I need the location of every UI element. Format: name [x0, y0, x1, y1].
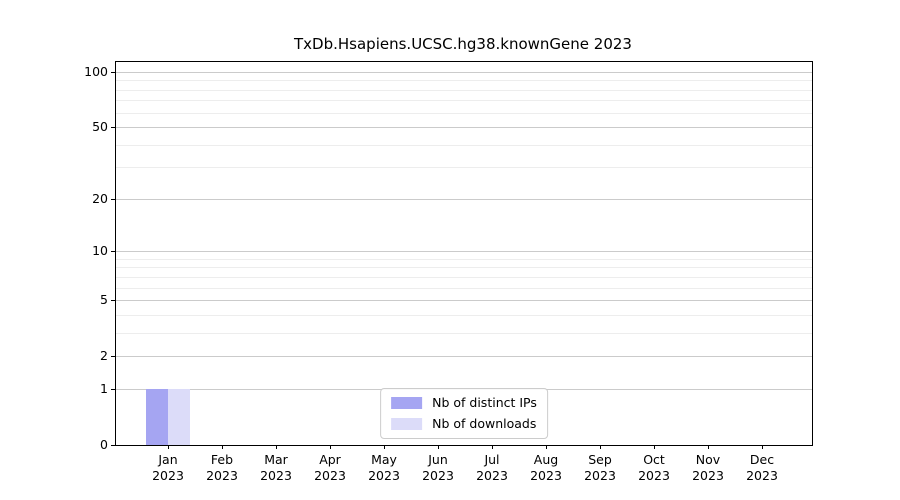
x-tick-label: Aug 2023 [516, 452, 576, 484]
y-tick-mark [111, 127, 116, 129]
chart-title: TxDb.Hsapiens.UCSC.hg38.knownGene 2023 [294, 35, 632, 53]
x-tick-month: May [371, 452, 397, 467]
x-tick-month: Jul [484, 452, 500, 467]
x-tick-label: Sep 2023 [570, 452, 630, 484]
y-tick-label: 20 [92, 190, 108, 206]
y-gridline-minor [116, 332, 812, 334]
x-tick-label: May 2023 [354, 452, 414, 484]
x-tick-year: 2023 [152, 468, 184, 483]
y-gridline-major [116, 127, 812, 128]
y-gridline-major [116, 356, 812, 358]
y-tick-mark [111, 388, 116, 391]
legend: Nb of distinct IPs Nb of downloads [380, 388, 548, 439]
x-tick-mark [545, 445, 547, 449]
x-tick-mark [599, 445, 601, 449]
y-tick-mark [111, 71, 116, 74]
x-tick-month: Jun [428, 452, 448, 467]
y-tick-mark [111, 356, 116, 358]
y-gridline-minor [116, 89, 812, 91]
y-gridline-minor [116, 112, 812, 114]
y-tick-label: 0 [100, 437, 108, 452]
x-tick-month: Dec [749, 452, 775, 467]
x-tick-year: 2023 [206, 468, 238, 483]
y-tick-mark [111, 251, 116, 253]
x-tick-mark [437, 445, 439, 449]
x-tick-year: 2023 [584, 468, 616, 483]
x-tick-mark [653, 445, 655, 449]
legend-swatch [391, 397, 423, 409]
x-tick-label: Jul 2023 [462, 452, 522, 484]
x-tick-mark [491, 445, 493, 449]
bar-downloads [168, 388, 190, 445]
y-tick-mark [111, 198, 116, 201]
x-tick-year: 2023 [692, 468, 724, 483]
x-tick-mark [167, 445, 169, 449]
x-tick-label: Nov 2023 [678, 452, 738, 484]
y-gridline-major [116, 71, 812, 73]
y-gridline-minor [116, 276, 812, 278]
y-gridline-minor [116, 267, 812, 269]
x-tick-mark [329, 445, 331, 449]
x-tick-month: Oct [643, 452, 665, 467]
x-tick-label: Jan 2023 [138, 452, 198, 484]
x-tick-year: 2023 [314, 468, 346, 483]
x-tick-mark [761, 445, 763, 449]
y-gridline-minor [116, 144, 812, 146]
y-tick-mark [111, 445, 116, 447]
x-tick-mark [707, 445, 709, 449]
x-tick-label: Oct 2023 [624, 452, 684, 484]
x-tick-year: 2023 [476, 468, 508, 483]
y-gridline-minor [116, 287, 812, 289]
y-tick-label: 50 [92, 119, 108, 134]
plot-area: 0 1 2 5 10 20 50 100 Jan 2023 Feb 2023 Mar 2023 Apr 202… [84, 61, 813, 483]
x-tick-year: 2023 [530, 468, 562, 483]
x-tick-label: Apr 2023 [300, 452, 360, 484]
bar-distinct-ips [146, 388, 168, 445]
legend-entry: Nb of distinct IPs [391, 396, 537, 410]
y-tick-mark [111, 300, 116, 302]
x-tick-mark [275, 445, 277, 449]
x-tick-month: Nov [695, 452, 721, 467]
x-tick-year: 2023 [260, 468, 292, 483]
x-tick-month: Jan [158, 452, 178, 467]
y-tick-label: 5 [100, 292, 108, 308]
y-tick-label: 100 [84, 63, 108, 79]
y-gridline-minor [116, 167, 812, 169]
y-gridline-major [116, 251, 812, 253]
x-tick-mark [221, 445, 223, 449]
y-gridline-minor [116, 258, 812, 260]
legend-entry: Nb of downloads [391, 417, 537, 431]
y-tick-label: 1 [100, 380, 108, 396]
legend-swatch [391, 418, 423, 430]
y-gridline-major [116, 198, 812, 200]
x-tick-month: Feb [210, 452, 234, 467]
x-tick-month: Apr [319, 452, 341, 467]
y-gridline-minor [116, 314, 812, 316]
y-gridline-minor [116, 80, 812, 82]
x-tick-year: 2023 [746, 468, 778, 483]
x-tick-label: Feb 2023 [192, 452, 252, 484]
x-tick-year: 2023 [368, 468, 400, 483]
legend-label: Nb of distinct IPs [432, 395, 537, 410]
x-tick-month: Sep [588, 452, 612, 467]
y-gridline-minor [116, 100, 812, 102]
x-tick-label: Jun 2023 [408, 452, 468, 484]
x-tick-year: 2023 [638, 468, 670, 483]
y-gridline-major [116, 300, 812, 302]
x-tick-year: 2023 [422, 468, 454, 483]
x-tick-mark [383, 445, 385, 449]
x-tick-label: Mar 2023 [246, 452, 306, 484]
x-tick-month: Aug [533, 452, 559, 467]
legend-label: Nb of downloads [432, 416, 537, 431]
y-tick-label: 10 [92, 243, 108, 259]
y-tick-label: 2 [100, 348, 108, 364]
x-tick-month: Mar [264, 452, 288, 467]
x-tick-label: Dec 2023 [732, 452, 792, 484]
